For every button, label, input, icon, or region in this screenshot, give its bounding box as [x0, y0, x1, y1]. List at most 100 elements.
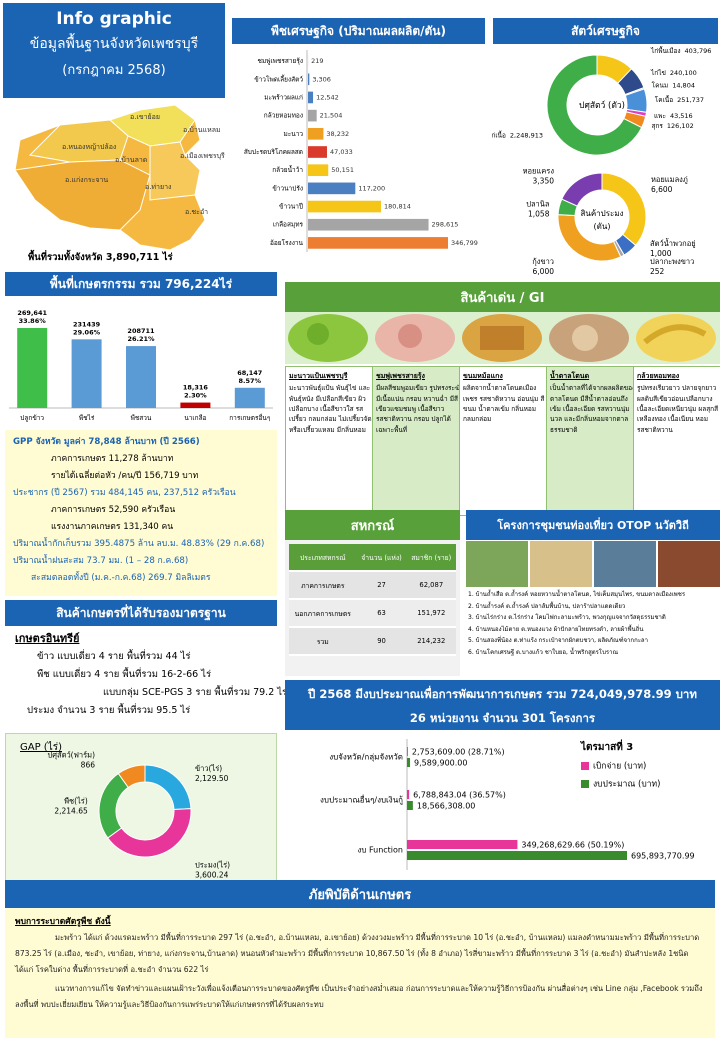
legend-title: ไตรมาสที่ 3	[580, 739, 633, 753]
slice-label: ไก่เนื้อ 2,248,913	[492, 130, 543, 139]
pie-slice	[144, 764, 192, 811]
bar	[180, 402, 211, 408]
map: อ.เขาย้อย อ.บ้านแหลม อ.หนองหญ้าปล้อง อ.บ…	[14, 104, 225, 251]
gi-column: ขนมหม้อแกงผลิตจากน้ำตาลโตนดเมืองเพชร รสช…	[459, 366, 554, 516]
value-label: 18,566,308.00	[417, 802, 476, 811]
bar	[407, 840, 518, 849]
slice-value: 3,600.24	[195, 871, 229, 880]
gi-title: ขนมหม้อแกง	[463, 372, 503, 380]
bar	[308, 73, 310, 86]
budget-summary: ปี 2568 มีงบประมาณเพื่อการพัฒนาการเกษตร …	[285, 680, 720, 730]
bar	[407, 801, 413, 810]
category-label: กล้วยหอมทอง	[264, 112, 303, 120]
slice-label: โคเนื้อ 251,737	[655, 95, 704, 104]
gi-text: มีผลสีชมพูอมเขียว รูปทรงระฆัง มีเนื้อแน่…	[376, 384, 463, 434]
subtitle: ข้อมูลพื้นฐานจังหวัดเพชรบุรี	[29, 36, 199, 52]
slice-value: 2,214.65	[54, 807, 88, 816]
gi-text: ผลิตจากน้ำตาลโตนดเมืองเพชร รสชาติหวาน อ่…	[463, 384, 545, 424]
slice-name: ประมง(ไร่)	[195, 861, 230, 870]
district-label: อ.เขาย้อย	[130, 113, 160, 121]
slice-label: ไก่พื้นเมือง 403,796	[650, 46, 711, 55]
economy-line: ภาคการเกษตร 52,590 ครัวเรือน	[51, 505, 176, 515]
value-label: 695,893,770.99	[631, 852, 695, 861]
table-cell: ภาคการเกษตร	[289, 571, 357, 600]
table-cell: นอกภาคการเกษตร	[289, 599, 357, 628]
percent-label: 33.86%	[19, 317, 47, 325]
category-label: สับปะรดบริโภคผลสด	[244, 148, 303, 156]
district-label: อ.ท่ายาง	[145, 183, 171, 191]
district-label: อ.หนองหญ้าปล้อง	[62, 143, 116, 151]
legend-swatch	[581, 762, 589, 770]
slice-value: 2,248,913	[510, 131, 543, 139]
slice-value: 6,000	[533, 267, 555, 276]
table-cell: 62,087	[406, 571, 456, 600]
otop-item: 5. บ้านสองพี่น้อง ต.ท่าแร้ง กระเป๋าจากผั…	[468, 637, 648, 644]
coop-table: ประเภทสหกรณ์ จำนวน (แห่ง) สมาชิก (ราย) ภาค…	[289, 544, 456, 656]
slice-value: 252	[650, 267, 665, 276]
coop-box: ประเภทสหกรณ์ จำนวน (แห่ง) สมาชิก (ราย) ภาค…	[285, 540, 460, 676]
gi-title: น้ำตาลโตนด	[550, 372, 590, 380]
otop-item: 1. บ้านถ้ำเสือ ต.ถ้ำรงค์ หอยหวานน้ำตาลโต…	[468, 591, 686, 598]
bar	[234, 387, 265, 408]
category-label: งบประมาณอื่นๆ/งบเงินกู้	[320, 794, 403, 806]
donut-center-label: สินค้าประมง (ตัน)	[580, 209, 624, 231]
value-label: 47,033	[330, 148, 353, 156]
category-label: มะนาว	[283, 130, 303, 138]
district-label: อ.บ้านลาด	[115, 156, 147, 164]
slice-value: 3,350	[533, 177, 555, 186]
category-label: ชมพู่เพชรสายรุ้ง	[258, 57, 303, 65]
bar	[308, 218, 429, 231]
otop-item: 2. บ้านถ้ำรงค์ ต.ถ้ำรงค์ ปลาส้มพื้นบ้าน,…	[468, 602, 626, 610]
section-header: โครงการชุมชนท่องเที่ยว OTOP นวัตวิถี	[466, 510, 720, 540]
slice-value: 126,102	[667, 122, 694, 130]
slice-name: สัตว์น้ำพวกอยู่	[650, 238, 696, 248]
table-cell: 27	[356, 571, 407, 600]
summary-line: ปี 2568 มีงบประมาณเพื่อการพัฒนาการเกษตร …	[308, 687, 697, 701]
bar	[71, 339, 102, 408]
value-label: 269,641	[17, 309, 47, 317]
bar	[17, 328, 48, 408]
bar	[407, 758, 411, 767]
standard-line: ข้าว แบบเดี่ยว 4 ราย พื้นที่รวม 44 ไร่	[37, 651, 191, 662]
slice-label: ไก่ไข่ 240,100	[650, 69, 697, 77]
bar	[308, 200, 381, 213]
header: Info graphic ข้อมูลพื้นฐานจังหวัดเพชรบุร…	[3, 3, 225, 98]
organic-title: เกษตรอินทรีย์	[15, 632, 80, 645]
fishery-chart: หอยแมลงภู่6,600 สัตว์น้ำพวกอยู่1,000ปลากะ…	[523, 167, 696, 276]
economy-line: ประชากร (ปี 2567) รวม 484,145 คน, 237,51…	[13, 488, 236, 498]
value-label: 9,589,900.00	[414, 759, 467, 768]
otop-item: 4. บ้านหนองไม้ตาย ต.หนองแวง ผ้าปักลายไทย…	[468, 625, 644, 633]
bar	[308, 91, 314, 104]
section-header: สินค้าเด่น / GI	[285, 282, 720, 312]
otop-item: 3. บ้านไร่กร่าง ต.ไร่กร่าง โคมไฟกะลามะพร…	[468, 614, 666, 621]
summary-line: 26 หน่วยงาน จำนวน 301 โครงการ	[409, 711, 596, 725]
slice-label: โคนม 14,804	[652, 82, 695, 90]
otop-image	[658, 541, 720, 587]
slice-value: 866	[81, 761, 96, 770]
section-header: สัตว์เศรษฐกิจ	[493, 18, 718, 44]
lime-image	[307, 323, 329, 345]
gi-columns: มะนาวแป้นเพชรบุรี มะนาวพันธุ์แป้น พันธุ์ไ…	[285, 366, 720, 516]
district-shape	[149, 141, 201, 201]
economy-line: ปริมาณน้ำกักเก็บรวม 395.4875 ล้าน ลบ.ม. …	[13, 539, 265, 549]
district-shape	[109, 104, 196, 147]
otop-list: 1. บ้านถ้ำเสือ ต.ถ้ำรงค์ หอยหวานน้ำตาลโต…	[468, 589, 720, 658]
slice-value: 43,516	[670, 112, 693, 120]
table-cell: รวม	[289, 627, 357, 656]
district-label: อ.ชะอำ	[185, 208, 208, 216]
standard-line: พืช แบบเดี่ยว 4 ราย พื้นที่รวม 16-2-66 ไ…	[37, 669, 212, 680]
palm-sugar-image	[572, 325, 598, 351]
donut-center-label: ปศุสัตว์ (ตัว)	[579, 101, 625, 111]
slice-label: แพะ 43,516	[654, 112, 693, 120]
category-label: อ้อยโรงงาน	[270, 239, 304, 247]
economy-line: GPP จังหวัด มูลค่า 78,848 ล้านบาท (ปี 25…	[13, 437, 200, 447]
pie-slice	[561, 172, 603, 207]
otop-item: 6. บ้านโคกเศรษฐี ต.บางแก้ว ชาใบยอ, น้ำพร…	[468, 648, 619, 656]
value-label: 349,268,629.66 (50.19%)	[521, 841, 624, 850]
value-label: 180,814	[384, 203, 411, 211]
slice-name: ไก่ไข่	[650, 69, 666, 77]
category-label: งบจังหวัด/กลุ่มจังหวัด	[329, 753, 403, 762]
livestock-chart: ไก่พื้นเมือง 403,796 ไก่ไข่ 240,100 โคนม 14,8…	[492, 46, 711, 156]
category-label: ข้าวนาปรัง	[272, 184, 303, 192]
